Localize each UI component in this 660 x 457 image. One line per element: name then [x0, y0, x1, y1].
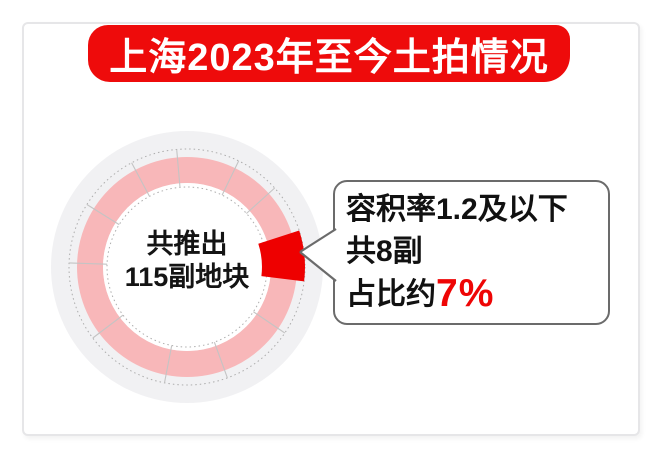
page-title: 上海2023年至今土拍情况	[109, 37, 549, 79]
callout-line-2: 共8副	[346, 235, 423, 268]
callout-line-3-prefix: 占比约	[346, 278, 436, 311]
callout-line-3: 占比约7%	[346, 273, 608, 316]
callout-line-1: 容积率1.2及以下	[346, 193, 568, 226]
callout-box: 容积率1.2及以下 共8副 占比约7%	[333, 180, 610, 325]
callout-percent-value: 7%	[436, 272, 495, 315]
title-banner: 上海2023年至今土拍情况	[88, 25, 570, 82]
